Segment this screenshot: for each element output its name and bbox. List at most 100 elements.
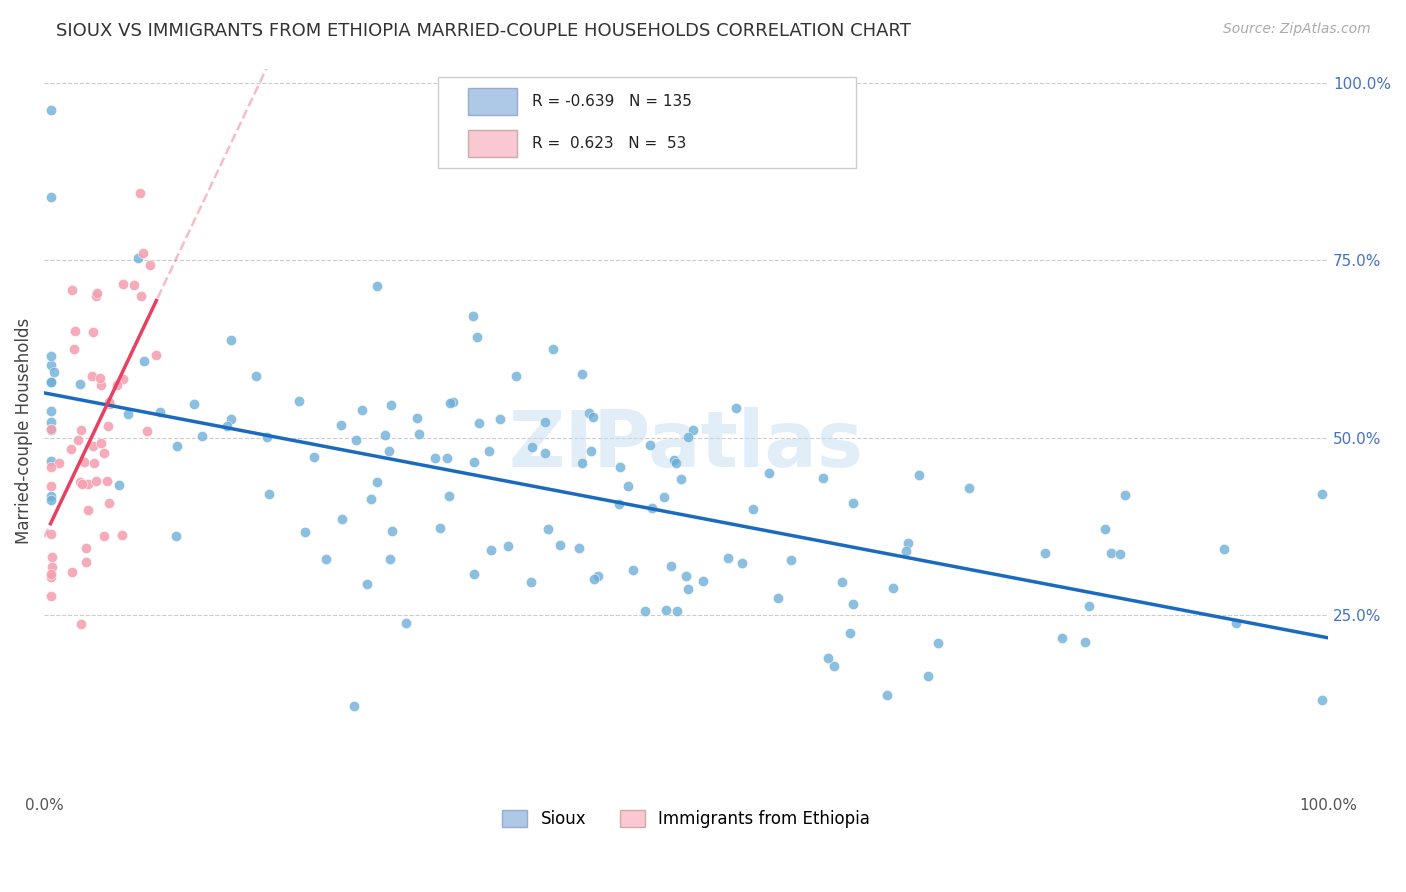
Point bbox=[436, 451, 458, 466]
Point bbox=[1225, 615, 1247, 630]
Point bbox=[1109, 548, 1132, 562]
Point bbox=[135, 424, 157, 438]
Point bbox=[330, 512, 353, 526]
Point bbox=[571, 367, 593, 381]
Point bbox=[39, 422, 62, 436]
Point bbox=[823, 659, 845, 673]
Point bbox=[344, 433, 367, 447]
Point bbox=[1094, 522, 1116, 536]
Point bbox=[381, 524, 404, 538]
Point bbox=[82, 325, 104, 339]
Point bbox=[294, 525, 316, 540]
Point bbox=[842, 598, 865, 612]
Point bbox=[72, 455, 94, 469]
Point bbox=[93, 529, 115, 543]
Point bbox=[1050, 631, 1073, 645]
Point bbox=[39, 493, 62, 508]
Point bbox=[77, 476, 100, 491]
Point bbox=[831, 574, 853, 589]
Point bbox=[897, 536, 920, 550]
Point bbox=[907, 468, 929, 483]
Text: R =  0.623   N =  53: R = 0.623 N = 53 bbox=[531, 136, 686, 151]
Point bbox=[97, 395, 120, 409]
Point bbox=[60, 566, 83, 580]
Point bbox=[129, 288, 152, 302]
Point bbox=[149, 405, 172, 419]
Point bbox=[356, 577, 378, 591]
Point bbox=[111, 277, 134, 291]
Point bbox=[838, 626, 860, 640]
Point bbox=[1310, 693, 1333, 707]
Point bbox=[496, 539, 519, 553]
Point bbox=[217, 419, 239, 434]
Point bbox=[98, 397, 121, 411]
Point bbox=[89, 370, 111, 384]
Point bbox=[127, 251, 149, 265]
Point bbox=[423, 451, 446, 466]
Point bbox=[69, 377, 91, 392]
Point bbox=[42, 364, 65, 378]
Point bbox=[894, 544, 917, 558]
Point bbox=[190, 429, 212, 443]
Point bbox=[41, 560, 63, 574]
Point bbox=[107, 478, 129, 492]
Point bbox=[477, 444, 499, 458]
Text: SIOUX VS IMMIGRANTS FROM ETHIOPIA MARRIED-COUPLE HOUSEHOLDS CORRELATION CHART: SIOUX VS IMMIGRANTS FROM ETHIOPIA MARRIE… bbox=[56, 22, 911, 40]
Point bbox=[59, 442, 82, 456]
Point bbox=[39, 421, 62, 435]
Point bbox=[84, 474, 107, 488]
Point bbox=[534, 415, 557, 429]
Point bbox=[692, 574, 714, 588]
Point bbox=[165, 529, 187, 543]
Point bbox=[39, 376, 62, 390]
Point bbox=[330, 417, 353, 432]
Point bbox=[39, 103, 62, 118]
Point bbox=[586, 569, 609, 583]
Point bbox=[568, 541, 591, 556]
Point bbox=[39, 190, 62, 204]
Legend: Sioux, Immigrants from Ethiopia: Sioux, Immigrants from Ethiopia bbox=[496, 804, 876, 835]
Y-axis label: Married-couple Households: Married-couple Households bbox=[15, 318, 32, 544]
Point bbox=[813, 471, 835, 485]
Point bbox=[675, 569, 697, 583]
Point bbox=[534, 446, 557, 460]
Point bbox=[39, 350, 62, 364]
Point bbox=[405, 410, 427, 425]
Point bbox=[395, 615, 418, 630]
Bar bbox=[468, 129, 516, 157]
Point bbox=[659, 559, 682, 574]
Point bbox=[617, 479, 640, 493]
Point bbox=[259, 487, 281, 501]
Point bbox=[578, 406, 600, 420]
Point bbox=[117, 407, 139, 421]
Point bbox=[67, 433, 90, 447]
Point bbox=[256, 430, 278, 444]
Point bbox=[917, 669, 939, 683]
Point bbox=[48, 457, 70, 471]
Point bbox=[39, 567, 62, 582]
Point bbox=[288, 393, 311, 408]
Point bbox=[75, 541, 97, 556]
Point bbox=[652, 490, 675, 504]
Point bbox=[621, 563, 644, 577]
Point bbox=[39, 375, 62, 389]
Point bbox=[39, 478, 62, 492]
Point bbox=[520, 440, 543, 454]
Point bbox=[39, 424, 62, 438]
Point bbox=[360, 491, 382, 506]
Point bbox=[927, 636, 949, 650]
Point bbox=[75, 555, 97, 569]
Point bbox=[741, 502, 763, 516]
Point bbox=[1310, 487, 1333, 501]
Point bbox=[1099, 546, 1122, 560]
Point bbox=[80, 368, 103, 383]
Point bbox=[665, 604, 688, 618]
Point bbox=[671, 472, 693, 486]
Point bbox=[607, 497, 630, 511]
Point bbox=[664, 453, 686, 467]
Point bbox=[468, 416, 491, 430]
Point bbox=[655, 603, 678, 617]
Point bbox=[315, 551, 337, 566]
Point bbox=[96, 474, 118, 488]
Point bbox=[39, 569, 62, 583]
